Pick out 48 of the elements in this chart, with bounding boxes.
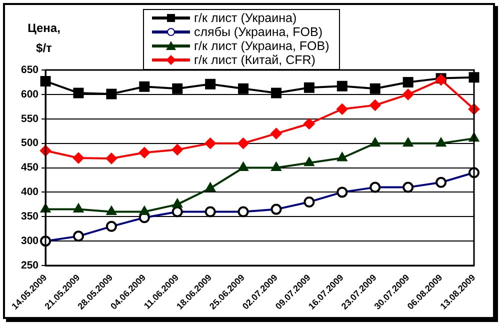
y-tick-label: 600	[20, 88, 39, 100]
legend-label: слябы (Украина, FOB)	[194, 24, 322, 39]
legend-label: г/к лист (Украина, FOB)	[194, 38, 330, 53]
point	[336, 104, 348, 115]
point	[336, 80, 348, 92]
point	[402, 76, 414, 88]
point	[140, 206, 150, 215]
point	[304, 157, 314, 166]
point	[106, 88, 117, 100]
point	[304, 82, 314, 93]
point	[436, 138, 446, 147]
point	[73, 88, 84, 98]
point	[204, 138, 216, 149]
point	[270, 88, 282, 98]
y-tick-label: 650	[20, 64, 39, 76]
point	[370, 138, 380, 147]
point	[270, 128, 282, 140]
point	[74, 204, 84, 213]
point	[370, 100, 381, 111]
y-tick-label: 500	[20, 137, 39, 150]
point	[72, 152, 84, 164]
y-tick-label: 350	[20, 210, 39, 223]
point	[238, 162, 248, 172]
y-tick-label: 250	[20, 259, 39, 272]
legend-label: г/к лист (Китай, CFR)	[194, 52, 316, 67]
y-tick-label: 400	[20, 186, 39, 198]
point	[402, 88, 414, 100]
legend-label: г/к лист (Украина)	[194, 10, 297, 25]
y-axis-title: Цена, $/т	[26, 20, 62, 57]
point	[370, 83, 380, 94]
point	[238, 138, 249, 149]
point	[106, 152, 117, 164]
point	[271, 162, 282, 172]
point	[238, 83, 249, 94]
point	[403, 138, 413, 147]
point	[138, 147, 150, 158]
point	[304, 118, 315, 130]
point	[205, 78, 216, 90]
point	[172, 198, 182, 208]
point	[106, 206, 116, 215]
y-tick-label: 550	[20, 112, 39, 125]
point	[172, 83, 183, 94]
point	[205, 182, 216, 192]
point	[337, 152, 348, 162]
y-tick-label: 450	[20, 162, 39, 174]
y-tick-label: 300	[20, 234, 39, 247]
point	[139, 81, 150, 92]
point	[172, 144, 183, 156]
